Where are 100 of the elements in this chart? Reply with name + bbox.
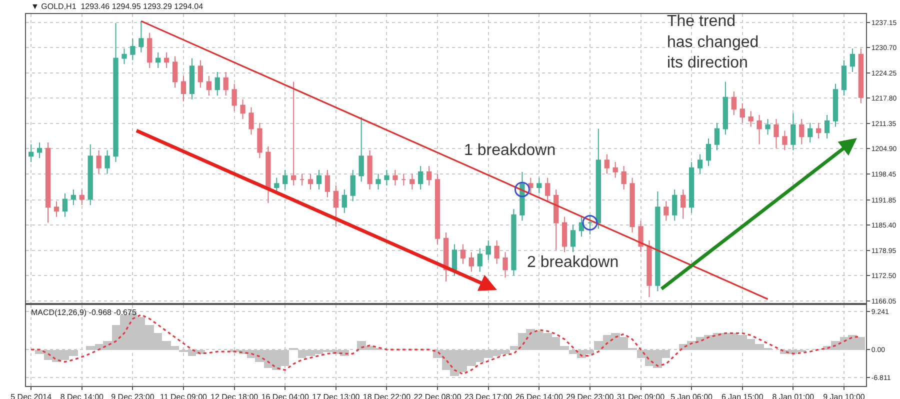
candlestick [384, 169, 390, 186]
candlestick [189, 58, 195, 100]
candlestick [528, 177, 534, 194]
candlestick [748, 110, 754, 128]
candlestick [164, 52, 170, 69]
candlestick [376, 173, 381, 190]
candlestick [858, 48, 864, 104]
candlestick [722, 81, 728, 136]
candlestick [257, 122, 262, 159]
candlestick [316, 169, 322, 190]
candlestick [342, 188, 347, 214]
candlestick [130, 38, 136, 61]
candlestick [536, 177, 542, 194]
candlestick [756, 114, 762, 145]
candlestick [172, 56, 178, 88]
candlestick [418, 165, 424, 190]
candlestick [299, 173, 305, 186]
candlestick [36, 142, 42, 159]
candlestick [54, 200, 60, 218]
candlestick [646, 240, 652, 298]
candlestick [468, 252, 474, 272]
candlestick [688, 162, 694, 214]
candlestick [333, 185, 338, 228]
candlestick [850, 48, 856, 72]
candlestick [308, 173, 314, 190]
candlestick [570, 224, 576, 253]
candlestick [104, 150, 110, 174]
candlestick [45, 142, 51, 224]
candlestick [578, 216, 584, 237]
candlestick [511, 208, 516, 276]
candlestick [680, 188, 686, 220]
candlestick [596, 128, 601, 230]
candlestick [70, 188, 76, 206]
candlestick [214, 71, 220, 96]
candlestick [816, 122, 822, 140]
candlestick [324, 169, 330, 198]
candlestick [291, 81, 296, 186]
candlestick [122, 48, 127, 65]
annotation: 1 breakdown [464, 142, 556, 159]
candlestick [554, 188, 559, 251]
candlestick [367, 150, 372, 190]
candlestick [714, 122, 720, 151]
candlestick [706, 138, 712, 166]
candlestick [672, 188, 678, 222]
candlestick [426, 165, 432, 186]
candlestick [587, 214, 593, 235]
candlestick [562, 216, 568, 253]
chart-title: ▼ GOLD,H1 1293.46 1294.95 1293.29 1294.04 [31, 2, 204, 11]
candlestick [477, 248, 482, 272]
candlestick [147, 32, 152, 69]
candlestick [799, 118, 804, 145]
candlestick [401, 173, 406, 186]
annotation: The trend has changed its direction [667, 13, 759, 72]
candlestick [494, 240, 500, 264]
candlestick [392, 169, 398, 186]
candlestick [697, 154, 703, 174]
chart-title: MACD(12,26,9) -0.968 -0.675 [31, 308, 137, 317]
candlestick [223, 71, 228, 96]
candlestick [350, 169, 356, 202]
candlestick [740, 102, 745, 124]
candlestick [248, 106, 254, 136]
candlestick [198, 60, 204, 88]
candlestick [96, 150, 102, 174]
candlestick [782, 130, 788, 151]
candlestick [138, 20, 144, 53]
candlestick [410, 173, 415, 190]
candlestick [612, 162, 618, 178]
candlestick [765, 118, 770, 136]
candlestick [520, 171, 525, 222]
candlestick [808, 122, 813, 143]
candlestick [486, 240, 491, 260]
candlestick [545, 177, 550, 202]
candlestick [180, 75, 186, 102]
annotation: 2 breakdown [527, 254, 619, 271]
candlestick [452, 244, 458, 276]
candlestick [232, 83, 237, 112]
candlestick [79, 188, 84, 206]
candlestick [282, 169, 288, 190]
candlestick [841, 60, 847, 96]
candlestick [62, 192, 68, 218]
candlestick [113, 22, 118, 163]
candlestick [621, 165, 626, 190]
candlestick [156, 52, 161, 69]
candlestick [206, 75, 212, 96]
candlestick [630, 177, 635, 234]
candlestick [604, 154, 610, 174]
candlestick [774, 118, 779, 149]
candlestick [638, 220, 644, 253]
candlestick [502, 252, 508, 278]
candlestick [28, 144, 34, 163]
candlestick [664, 200, 669, 222]
candlestick [88, 144, 93, 206]
candlestick [240, 98, 246, 120]
candlestick [832, 83, 838, 128]
candlestick [790, 112, 796, 151]
candlestick [460, 244, 466, 264]
candlestick [358, 116, 364, 182]
candlestick [266, 146, 271, 204]
candlestick [655, 190, 660, 292]
candlestick [731, 91, 736, 116]
